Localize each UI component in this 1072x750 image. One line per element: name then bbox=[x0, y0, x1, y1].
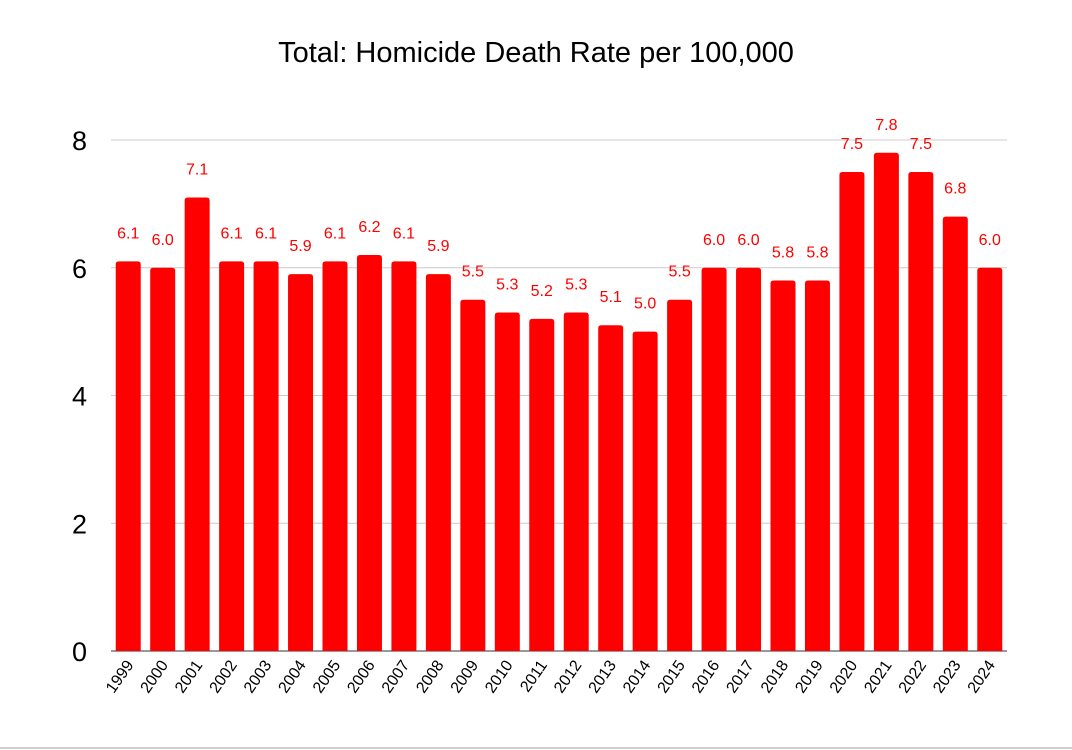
data-label-2017: 6.0 bbox=[737, 232, 759, 249]
bar-2009 bbox=[460, 299, 486, 651]
data-label-2023: 6.8 bbox=[944, 181, 966, 198]
data-label-2004: 5.9 bbox=[289, 238, 311, 255]
x-tick-label-2015: 2015 bbox=[655, 657, 689, 696]
gridlines bbox=[111, 139, 1007, 652]
x-tick-label-2013: 2013 bbox=[586, 657, 620, 696]
bar-2012 bbox=[563, 312, 589, 651]
chart-title: Total: Homicide Death Rate per 100,000 bbox=[278, 37, 794, 69]
data-label-2008: 5.9 bbox=[427, 238, 449, 255]
bar-2016 bbox=[701, 267, 727, 651]
data-label-2005: 6.1 bbox=[324, 225, 346, 242]
data-label-2012: 5.3 bbox=[565, 276, 587, 293]
data-label-2011: 5.2 bbox=[531, 283, 553, 300]
data-label-2000: 6.0 bbox=[152, 232, 174, 249]
bar-2000 bbox=[150, 267, 176, 651]
bar-2022 bbox=[908, 171, 934, 651]
data-label-2006: 6.2 bbox=[358, 219, 380, 236]
bar-2011 bbox=[529, 318, 555, 651]
bar-2015 bbox=[667, 299, 693, 651]
x-tick-label-2016: 2016 bbox=[689, 657, 723, 696]
data-label-2015: 5.5 bbox=[668, 264, 690, 281]
data-label-2016: 6.0 bbox=[703, 232, 725, 249]
bar-2019 bbox=[804, 280, 830, 651]
bar-1999 bbox=[115, 261, 141, 651]
bar-2002 bbox=[219, 261, 245, 651]
x-tick-label-2001: 2001 bbox=[172, 657, 206, 696]
x-tick-label-2017: 2017 bbox=[723, 657, 757, 696]
data-label-2018: 5.8 bbox=[772, 245, 794, 262]
bar-2017 bbox=[736, 267, 762, 651]
bar-2008 bbox=[425, 274, 451, 651]
x-tick-label-2004: 2004 bbox=[275, 657, 309, 696]
data-label-2020: 7.5 bbox=[841, 136, 863, 153]
bar-2010 bbox=[494, 312, 520, 651]
bar-2021 bbox=[873, 152, 899, 651]
y-tick-label: 8 bbox=[72, 126, 87, 156]
data-label-1999: 6.1 bbox=[117, 225, 139, 242]
x-tick-label-2009: 2009 bbox=[448, 657, 482, 696]
y-tick-label: 6 bbox=[72, 254, 87, 284]
x-tick-label-2006: 2006 bbox=[344, 657, 378, 696]
x-tick-label-2019: 2019 bbox=[792, 657, 826, 696]
x-tick-label-2022: 2022 bbox=[896, 657, 930, 696]
data-label-2001: 7.1 bbox=[186, 161, 208, 178]
data-label-2013: 5.1 bbox=[600, 289, 622, 306]
bar-2003 bbox=[253, 261, 279, 651]
bars bbox=[115, 152, 1003, 652]
data-label-2007: 6.1 bbox=[393, 225, 415, 242]
y-tick-label: 2 bbox=[72, 509, 87, 539]
x-tick-label-2002: 2002 bbox=[207, 657, 241, 696]
bar-2020 bbox=[839, 171, 865, 651]
x-tick-label-2008: 2008 bbox=[413, 657, 447, 696]
data-label-2010: 5.3 bbox=[496, 276, 518, 293]
data-label-2024: 6.0 bbox=[979, 232, 1001, 249]
bar-2005 bbox=[322, 261, 348, 651]
x-tick-label-2011: 2011 bbox=[517, 657, 551, 695]
bar-2006 bbox=[356, 254, 382, 651]
y-tick-label: 4 bbox=[72, 382, 87, 412]
x-tick-label-2005: 2005 bbox=[310, 657, 344, 696]
data-labels: 6.1 6.0 7.1 6.1 6.1 5.9 6.1 6.2 6.1 5.9 5.5 5.3 5.2 5… bbox=[117, 117, 1001, 313]
x-axis: 1999 2000 2001 2002 2003 2004 2005 2006 2007 2008… bbox=[103, 657, 999, 696]
data-label-2009: 5.5 bbox=[462, 264, 484, 281]
bar-2013 bbox=[598, 325, 624, 651]
x-tick-label-2000: 2000 bbox=[138, 657, 172, 696]
x-tick-label-2014: 2014 bbox=[620, 657, 654, 696]
y-tick-label: 0 bbox=[72, 637, 87, 667]
bar-2007 bbox=[391, 261, 417, 651]
bar-2014 bbox=[632, 331, 658, 651]
x-tick-label-2012: 2012 bbox=[551, 657, 585, 696]
bar-2018 bbox=[770, 280, 796, 651]
bar-2004 bbox=[288, 274, 314, 651]
x-tick-label-2024: 2024 bbox=[965, 657, 999, 696]
x-tick-label-2023: 2023 bbox=[930, 657, 964, 696]
y-axis: 0 2 4 6 8 bbox=[72, 126, 87, 667]
x-tick-label-2021: 2021 bbox=[861, 657, 895, 696]
x-tick-label-2010: 2010 bbox=[482, 657, 516, 696]
data-label-2003: 6.1 bbox=[255, 225, 277, 242]
data-label-2014: 5.0 bbox=[634, 296, 656, 313]
bar-2001 bbox=[184, 197, 210, 652]
bar-2023 bbox=[942, 216, 968, 651]
data-label-2002: 6.1 bbox=[220, 225, 242, 242]
x-tick-label-2020: 2020 bbox=[827, 657, 861, 696]
x-tick-label-2003: 2003 bbox=[241, 657, 275, 696]
x-tick-label-2018: 2018 bbox=[758, 657, 792, 696]
data-label-2019: 5.8 bbox=[806, 245, 828, 262]
bar-2024 bbox=[977, 267, 1003, 651]
data-label-2021: 7.8 bbox=[875, 117, 897, 134]
x-tick-label-2007: 2007 bbox=[379, 657, 413, 696]
x-tick-label-1999: 1999 bbox=[103, 657, 137, 696]
data-label-2022: 7.5 bbox=[910, 136, 932, 153]
